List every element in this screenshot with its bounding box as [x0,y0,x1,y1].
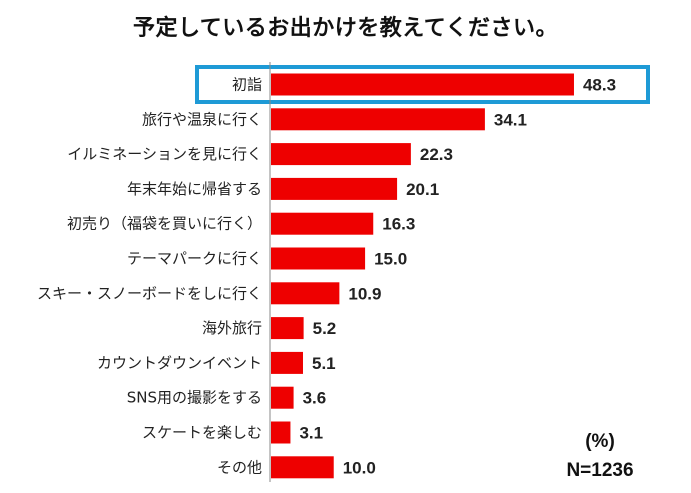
value-label: 48.3 [583,76,616,95]
bar [271,351,303,374]
bar [271,386,294,409]
value-label: 5.1 [312,354,336,373]
value-label: 5.2 [313,319,337,338]
bar [271,456,334,479]
bar [271,212,374,235]
category-label: 旅行や温泉に行く [142,110,262,128]
bar [271,282,340,305]
bar [271,73,574,96]
bar [271,247,366,270]
value-label: 22.3 [420,145,453,164]
category-label: テーマパークに行く [127,250,262,268]
category-label: スキー・スノーボードをしに行く [37,284,262,302]
category-label: その他 [217,458,262,476]
value-label: 15.0 [374,250,407,269]
value-label: 10.0 [343,458,376,477]
value-label: 3.1 [299,424,323,443]
category-label: 年末年始に帰省する [127,180,262,198]
category-label: 初売り（福袋を買いに行く） [67,215,262,233]
bar [271,317,304,340]
value-label: 20.1 [406,180,439,199]
value-label: 16.3 [382,215,415,234]
value-label: 3.6 [303,389,327,408]
chart-title: 予定しているお出かけを教えてください。 [132,16,559,41]
value-label: 10.9 [348,284,381,303]
highlight-box [195,65,650,104]
category-label: イルミネーションを見に行く [67,145,262,163]
bar [271,108,485,131]
category-label: カウントダウンイベント [97,354,262,372]
bar [271,421,291,444]
unit-note: (%) [585,431,615,452]
category-label: 初詣 [232,76,262,94]
value-label: 34.1 [494,110,527,129]
category-label: スケートを楽しむ [142,424,262,442]
category-label: SNS用の撮影をする [127,389,262,407]
category-label: 海外旅行 [202,319,262,337]
bar [271,177,398,200]
sample-size-note: N=1236 [566,460,633,481]
bar [271,143,411,166]
